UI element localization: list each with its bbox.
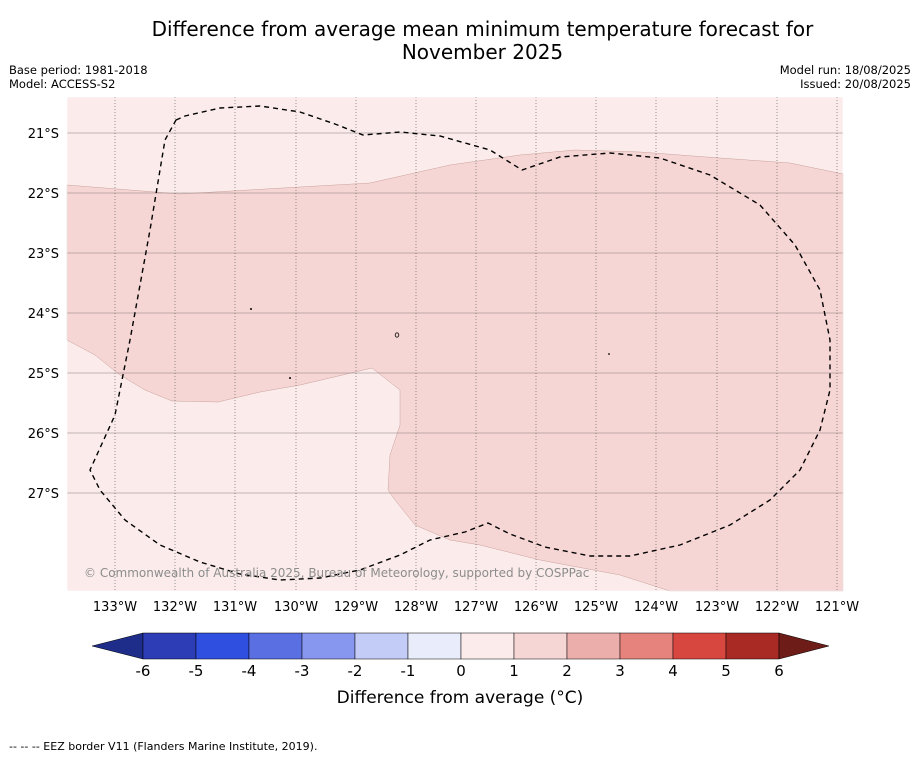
lon-label-124w: 124°W	[634, 600, 678, 615]
lon-label-129w: 129°W	[334, 600, 378, 615]
model-name: Model: ACCESS-S2	[9, 77, 116, 91]
lon-label-130w: 130°W	[274, 600, 318, 615]
lat-label-26s: 26°S	[28, 427, 59, 442]
map-title: Difference from average mean minimum tem…	[0, 18, 919, 64]
colorbar-swatch	[248, 632, 303, 660]
region-1-2	[66, 149, 844, 592]
colorbar-tick-label: -5	[189, 662, 204, 680]
colorbar-swatches	[91, 632, 830, 660]
lon-label-128w: 128°W	[394, 600, 438, 615]
model-run: Model run: 18/08/2025	[779, 63, 911, 77]
colorbar-swatch	[566, 632, 621, 660]
colorbar: -6 -5 -4 -3 -2 -1 0 1 2 3 4 5 6	[91, 632, 830, 680]
lat-label-21s: 21°S	[28, 127, 59, 142]
lon-label-121w: 121°W	[815, 600, 859, 615]
lat-label-25s: 25°S	[28, 367, 59, 382]
colorbar-tick-label: 2	[562, 662, 572, 680]
colorbar-tick-label: 0	[456, 662, 466, 680]
colorbar-tick-label: -3	[295, 662, 310, 680]
island-marker	[250, 308, 252, 310]
colorbar-title: Difference from average (°C)	[336, 688, 584, 708]
issued-date: Issued: 20/08/2025	[800, 77, 911, 91]
lon-label-122w: 122°W	[755, 600, 799, 615]
colorbar-swatch	[513, 632, 568, 660]
lat-label-22s: 22°S	[28, 187, 59, 202]
colorbar-extend-high	[778, 632, 830, 660]
colorbar-tick-label: 6	[774, 662, 784, 680]
lat-label-24s: 24°S	[28, 307, 59, 322]
copyright-text: © Commonwealth of Australia 2025, Bureau…	[84, 566, 589, 580]
map-title-line-2: November 2025	[401, 40, 564, 64]
colorbar-tick-label: -2	[348, 662, 363, 680]
lon-label-127w: 127°W	[454, 600, 498, 615]
eez-legend-footnote: -- -- -- EEZ border V11 (Flanders Marine…	[9, 740, 318, 753]
colorbar-swatch	[354, 632, 409, 660]
eez-border	[89, 105, 831, 581]
lon-label-131w: 131°W	[213, 600, 257, 615]
map-panel: © Commonwealth of Australia 2025, Bureau…	[28, 96, 859, 615]
colorbar-swatch	[672, 632, 727, 660]
colorbar-tick-label: 5	[721, 662, 731, 680]
meta-right: Model run: 18/08/2025 Issued: 20/08/2025	[780, 63, 911, 91]
map-frame	[66, 96, 844, 592]
colorbar-tick-label: 4	[668, 662, 678, 680]
colorbar-extend-low	[91, 632, 144, 660]
lat-label-27s: 27°S	[28, 487, 59, 502]
base-period: Base period: 1981-2018	[9, 63, 148, 77]
colorbar-tick-label: -1	[401, 662, 416, 680]
latitude-labels: 21°S 22°S 23°S 24°S 25°S 26°S 27°S	[28, 127, 59, 502]
lon-label-132w: 132°W	[153, 600, 197, 615]
colorbar-swatch	[301, 632, 356, 660]
longitude-labels: 133°W 132°W 131°W 130°W 129°W 128°W 127°…	[93, 600, 859, 615]
latitude-gridlines	[67, 132, 843, 494]
island-marker	[394, 332, 400, 338]
colorbar-swatch	[725, 632, 780, 660]
island-marker	[289, 377, 291, 379]
island-marker	[608, 353, 610, 355]
meta-left: Base period: 1981-2018 Model: ACCESS-S2	[9, 63, 148, 91]
colorbar-swatch	[407, 632, 462, 660]
map-title-line-1: Difference from average mean minimum tem…	[151, 17, 814, 41]
colorbar-tick-label: 3	[615, 662, 625, 680]
colorbar-ticks: -6 -5 -4 -3 -2 -1 0 1 2 3 4 5 6	[136, 662, 784, 680]
lat-label-23s: 23°S	[28, 247, 59, 262]
colorbar-swatch	[142, 632, 197, 660]
colorbar-swatch	[195, 632, 250, 660]
lon-label-126w: 126°W	[514, 600, 558, 615]
colorbar-tick-label: -6	[136, 662, 151, 680]
colorbar-swatch	[460, 632, 515, 660]
lon-label-123w: 123°W	[695, 600, 739, 615]
colorbar-tick-label: -4	[242, 662, 257, 680]
lon-label-133w: 133°W	[93, 600, 137, 615]
lon-label-125w: 125°W	[574, 600, 618, 615]
colorbar-tick-label: 1	[509, 662, 519, 680]
colorbar-swatch	[619, 632, 674, 660]
